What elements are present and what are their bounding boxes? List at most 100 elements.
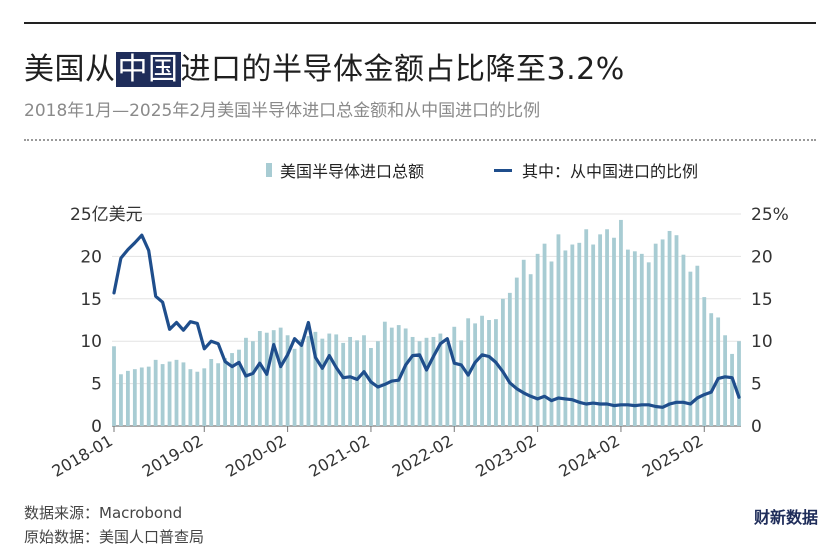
- data-bar: [230, 353, 234, 426]
- data-bar: [445, 342, 450, 426]
- data-bar: [563, 250, 568, 426]
- x-tick-label: 2023-02: [472, 431, 539, 481]
- y-left-tick-label: 20: [80, 247, 102, 267]
- data-bar: [737, 341, 741, 426]
- data-bar: [681, 254, 686, 426]
- data-bar: [507, 292, 512, 426]
- data-bar: [702, 297, 707, 426]
- data-bar: [112, 346, 116, 426]
- data-bar: [646, 262, 651, 426]
- footer-source: 数据来源：Macrobond: [24, 504, 183, 522]
- data-bar: [195, 371, 200, 426]
- data-bar: [619, 219, 623, 426]
- x-tick-label: 2019-02: [139, 431, 206, 481]
- data-bar: [250, 341, 255, 426]
- data-bar: [612, 237, 616, 426]
- x-tick-label: 2022-02: [389, 431, 456, 481]
- y-left-top-label: 25亿美元: [70, 205, 143, 225]
- data-bar: [584, 229, 589, 426]
- title-suffix: 进口的半导体金额占比降至3.2%: [180, 52, 625, 87]
- data-bar: [514, 277, 519, 426]
- data-bar: [125, 370, 130, 426]
- data-bar: [431, 336, 436, 426]
- data-bar: [459, 340, 464, 426]
- data-bar: [327, 333, 332, 426]
- y-right-tick-label: 25%: [751, 205, 789, 225]
- data-bar: [202, 368, 207, 426]
- y-right-tick-label: 15: [751, 290, 773, 310]
- data-bar: [487, 320, 491, 426]
- y-left-tick-label: 0: [91, 417, 102, 437]
- data-bar: [598, 234, 603, 426]
- legend-item-line: 其中：从中国进口的比例: [494, 158, 698, 182]
- data-bar: [139, 367, 144, 426]
- data-bar: [542, 243, 547, 426]
- subtitle: 2018年1月—2025年2月美国半导体进口总金额和从中国进口的比例: [24, 101, 541, 121]
- data-bar: [535, 253, 540, 426]
- data-bar: [667, 230, 672, 426]
- data-bar: [500, 298, 505, 426]
- data-bar: [452, 326, 457, 426]
- data-bar: [570, 244, 575, 426]
- data-bar: [209, 359, 214, 426]
- data-bar: [424, 337, 429, 426]
- x-tick-label: 2024-02: [556, 431, 623, 481]
- page-title: 美国从中国进口的半导体金额占比降至3.2%: [24, 44, 625, 88]
- data-bar: [132, 369, 137, 426]
- data-bar: [528, 274, 533, 426]
- data-bar: [473, 323, 478, 426]
- data-bar: [278, 327, 283, 426]
- y-right-tick-label: 10: [751, 332, 773, 352]
- title-highlight: 中国: [115, 52, 181, 87]
- data-bar: [375, 341, 380, 426]
- data-bar: [549, 261, 554, 426]
- data-bar: [396, 325, 401, 426]
- x-tick-label: 2018-01: [49, 431, 116, 481]
- data-bar: [223, 358, 228, 426]
- data-bar: [723, 335, 728, 426]
- y-right-tick-label: 20: [751, 247, 773, 267]
- brand-logo: 财新数据: [753, 508, 818, 527]
- data-bar: [632, 251, 637, 426]
- data-bar: [299, 339, 304, 426]
- data-bar: [264, 332, 269, 426]
- china-share-line: [112, 233, 741, 409]
- data-bar: [403, 328, 408, 426]
- data-bar: [605, 229, 609, 426]
- data-bar: [688, 271, 693, 426]
- data-bar: [660, 239, 665, 426]
- data-bar: [716, 317, 721, 426]
- data-bar: [188, 369, 193, 426]
- data-bar: [695, 265, 700, 426]
- data-bar: [438, 333, 443, 426]
- legend-item-bars: 美国半导体进口总额: [266, 158, 424, 182]
- top-rule: [24, 22, 816, 24]
- data-bar: [119, 374, 123, 426]
- data-bar: [167, 361, 172, 426]
- data-bar: [494, 319, 498, 426]
- data-bar: [257, 331, 262, 426]
- data-bar: [160, 364, 165, 426]
- x-tick-label: 2025-02: [639, 431, 706, 481]
- y-right-tick-label: 0: [751, 417, 762, 437]
- data-bar: [639, 253, 644, 426]
- dotted-divider: [24, 139, 816, 141]
- y-left-tick-label: 15: [80, 290, 102, 310]
- data-bar: [348, 336, 353, 426]
- data-bar: [320, 338, 325, 426]
- data-bar: [556, 234, 561, 426]
- data-bar: [521, 259, 526, 426]
- data-bar: [341, 342, 346, 426]
- data-bar: [709, 313, 714, 426]
- data-bar: [306, 336, 311, 426]
- y-left-tick-label: 5: [91, 375, 102, 395]
- data-bar: [153, 359, 158, 426]
- data-bar: [625, 249, 630, 426]
- data-bar: [362, 335, 366, 426]
- legend-bar-swatch: [266, 163, 272, 177]
- data-bar: [730, 353, 734, 426]
- data-bar: [146, 366, 151, 426]
- data-bar: [410, 336, 415, 426]
- data-bar: [313, 331, 318, 426]
- y-right-tick-label: 5: [751, 375, 762, 395]
